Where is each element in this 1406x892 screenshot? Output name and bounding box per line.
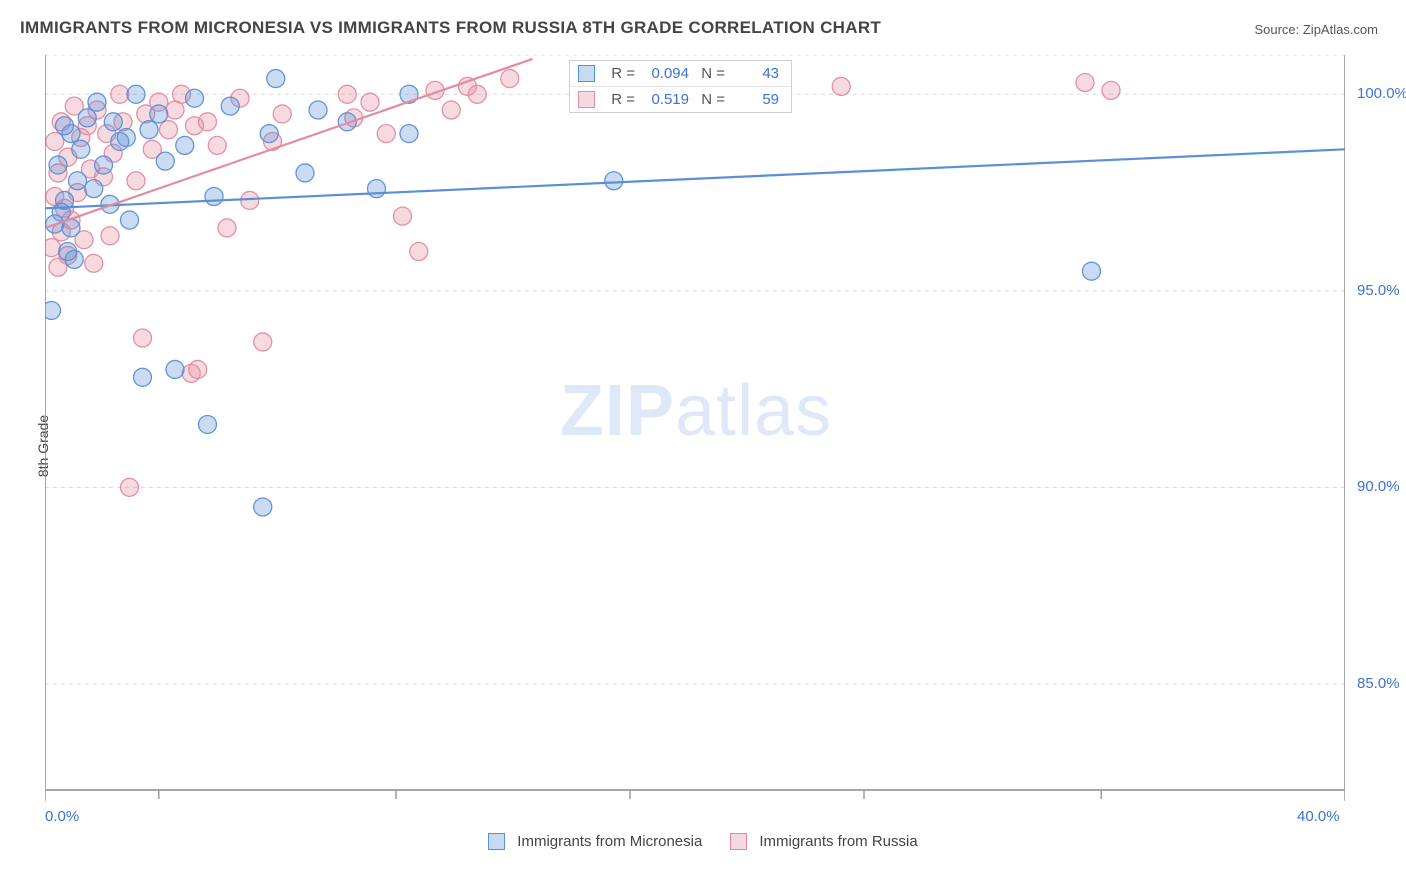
stat-r-label: R = — [605, 91, 635, 108]
stat-r-value-micronesia: 0.094 — [641, 65, 689, 82]
legend-item-micronesia: Immigrants from Micronesia — [488, 833, 702, 850]
stats-row-russia: R = 0.519 N = 59 — [570, 86, 791, 112]
stat-r-value-russia: 0.519 — [641, 91, 689, 108]
x-tick-label: 40.0% — [1297, 808, 1340, 825]
y-tick-label: 95.0% — [1357, 282, 1400, 299]
chart-area — [45, 55, 1345, 815]
y-tick-label: 90.0% — [1357, 478, 1400, 495]
chart-container: IMMIGRANTS FROM MICRONESIA VS IMMIGRANTS… — [0, 0, 1406, 892]
stat-r-label: R = — [605, 65, 635, 82]
stat-n-label: N = — [695, 65, 725, 82]
stats-row-micronesia: R = 0.094 N = 43 — [570, 61, 791, 86]
swatch-micronesia-icon — [578, 65, 595, 82]
legend-label-russia: Immigrants from Russia — [759, 833, 917, 850]
swatch-russia-icon — [578, 91, 595, 108]
source-name: ZipAtlas.com — [1303, 22, 1378, 37]
source-prefix: Source: — [1254, 22, 1302, 37]
y-tick-label: 100.0% — [1357, 85, 1406, 102]
source-attribution: Source: ZipAtlas.com — [1254, 22, 1378, 37]
bottom-legend: Immigrants from Micronesia Immigrants fr… — [0, 833, 1406, 850]
legend-label-micronesia: Immigrants from Micronesia — [517, 833, 702, 850]
page-title: IMMIGRANTS FROM MICRONESIA VS IMMIGRANTS… — [20, 18, 881, 38]
swatch-russia-icon — [730, 833, 747, 850]
x-tick-label: 0.0% — [45, 808, 79, 825]
correlation-stats-box: R = 0.094 N = 43 R = 0.519 N = 59 — [569, 60, 792, 113]
legend-item-russia: Immigrants from Russia — [730, 833, 917, 850]
y-tick-label: 85.0% — [1357, 675, 1400, 692]
stat-n-value-micronesia: 43 — [731, 65, 779, 82]
stat-n-value-russia: 59 — [731, 91, 779, 108]
stat-n-label: N = — [695, 91, 725, 108]
scatter-chart-svg — [45, 55, 1345, 815]
swatch-micronesia-icon — [488, 833, 505, 850]
